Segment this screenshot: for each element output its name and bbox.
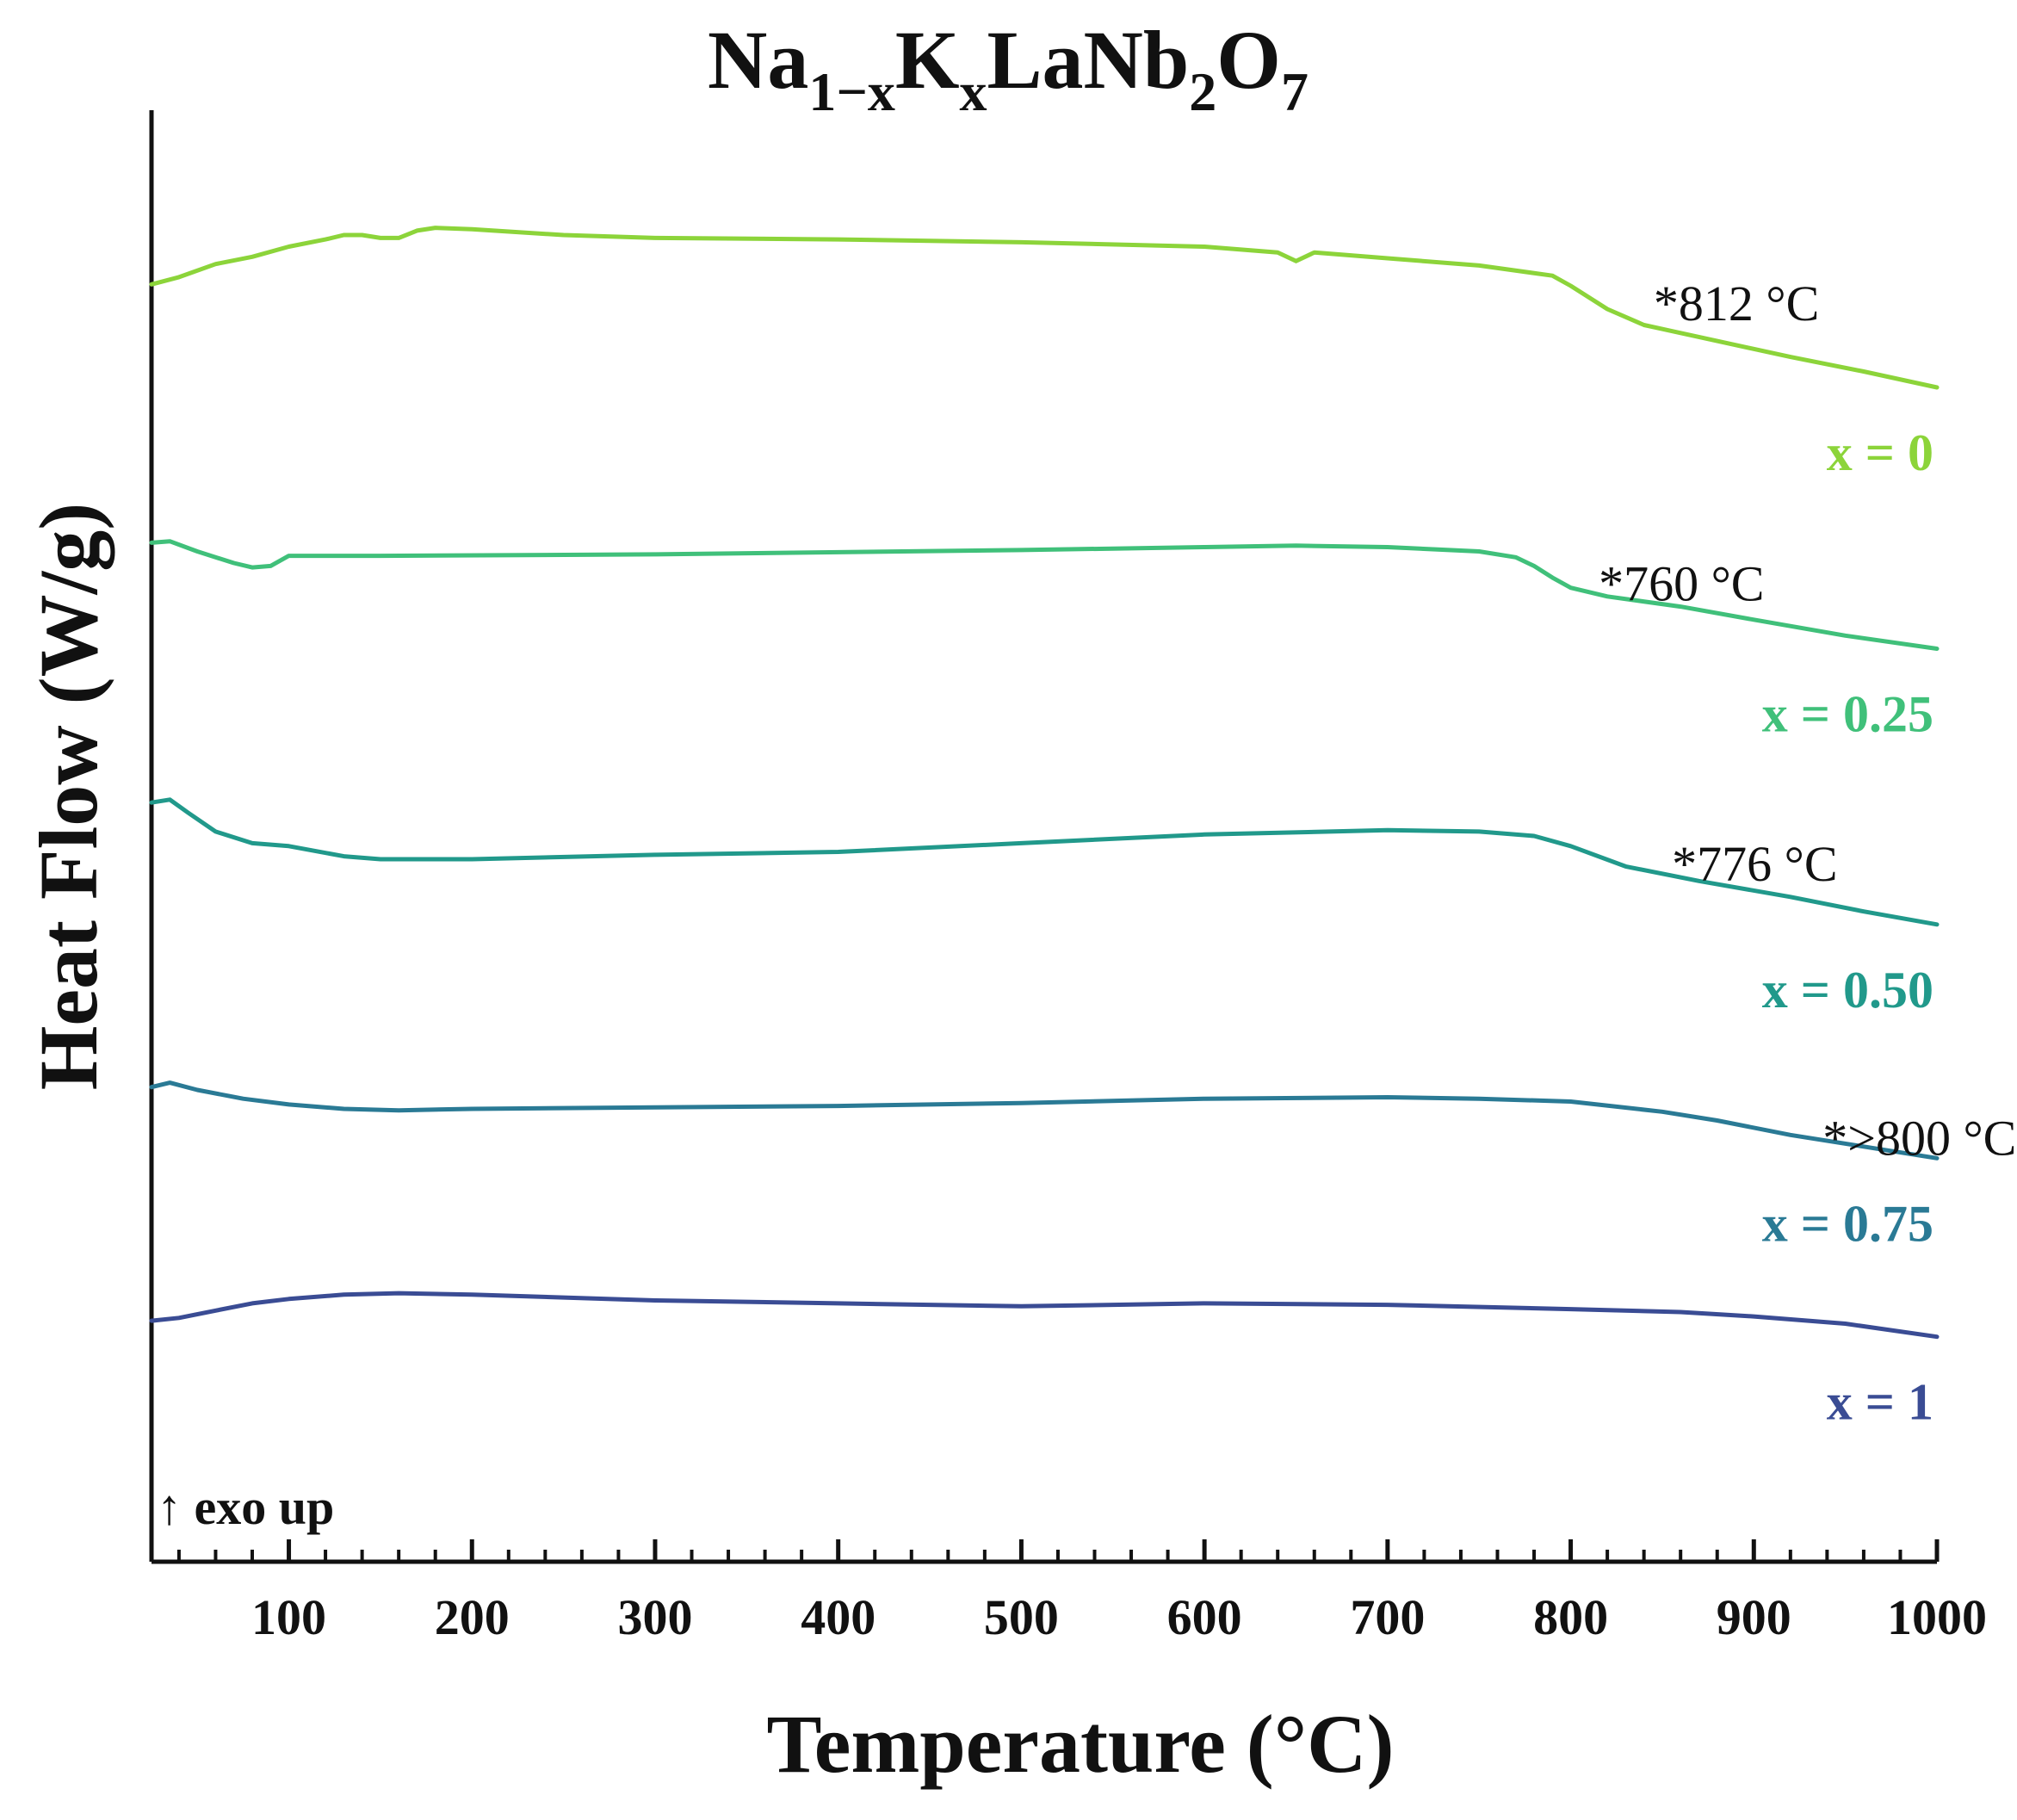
onset-annotation: *>800 °C [1822,1110,2016,1166]
x-tick-label: 1000 [1887,1589,1987,1645]
annotations: *812 °C *760 °C *776 °C *>800 °C [1599,275,2016,1166]
x-tick-label: 300 [617,1589,692,1645]
x-tick-label: 800 [1533,1589,1608,1645]
chart-title: Na1−xKxLaNb2O7 [708,14,1309,122]
x-axis-ticks [176,1539,1940,1562]
series-line [149,226,1940,390]
series-labels: x = 0 x = 0.25 x = 0.50 x = 0.75 x = 1 [1762,424,1933,1431]
series-label: x = 0.25 [1762,686,1933,743]
x-tick-label: 400 [801,1589,875,1645]
series-line [149,539,1940,651]
onset-annotation: *760 °C [1599,555,1764,611]
x-tick-label: 700 [1350,1589,1425,1645]
series-group [149,226,1940,1340]
series-label: x = 0.50 [1762,962,1933,1018]
x-tick-label: 100 [251,1589,326,1645]
series-line [149,1291,1940,1340]
x-axis-tick-labels: 100 200 300 400 500 600 700 800 900 1000 [251,1589,1987,1645]
y-axis-label: Heat Flow (W/g) [22,503,114,1091]
x-axis-label: Temperature (°C) [767,1698,1395,1790]
series-line [149,797,1940,927]
series-label: x = 1 [1827,1374,1933,1431]
onset-annotation: *776 °C [1672,836,1837,892]
x-tick-label: 200 [435,1589,510,1645]
series-label: x = 0 [1827,424,1933,481]
x-tick-label: 900 [1717,1589,1791,1645]
series-line [149,1080,1940,1161]
onset-annotation: *812 °C [1654,275,1819,331]
exo-up-note: ↑ exo up [157,1479,334,1535]
x-tick-label: 600 [1167,1589,1242,1645]
series-label: x = 0.75 [1762,1195,1933,1252]
x-tick-label: 500 [984,1589,1059,1645]
